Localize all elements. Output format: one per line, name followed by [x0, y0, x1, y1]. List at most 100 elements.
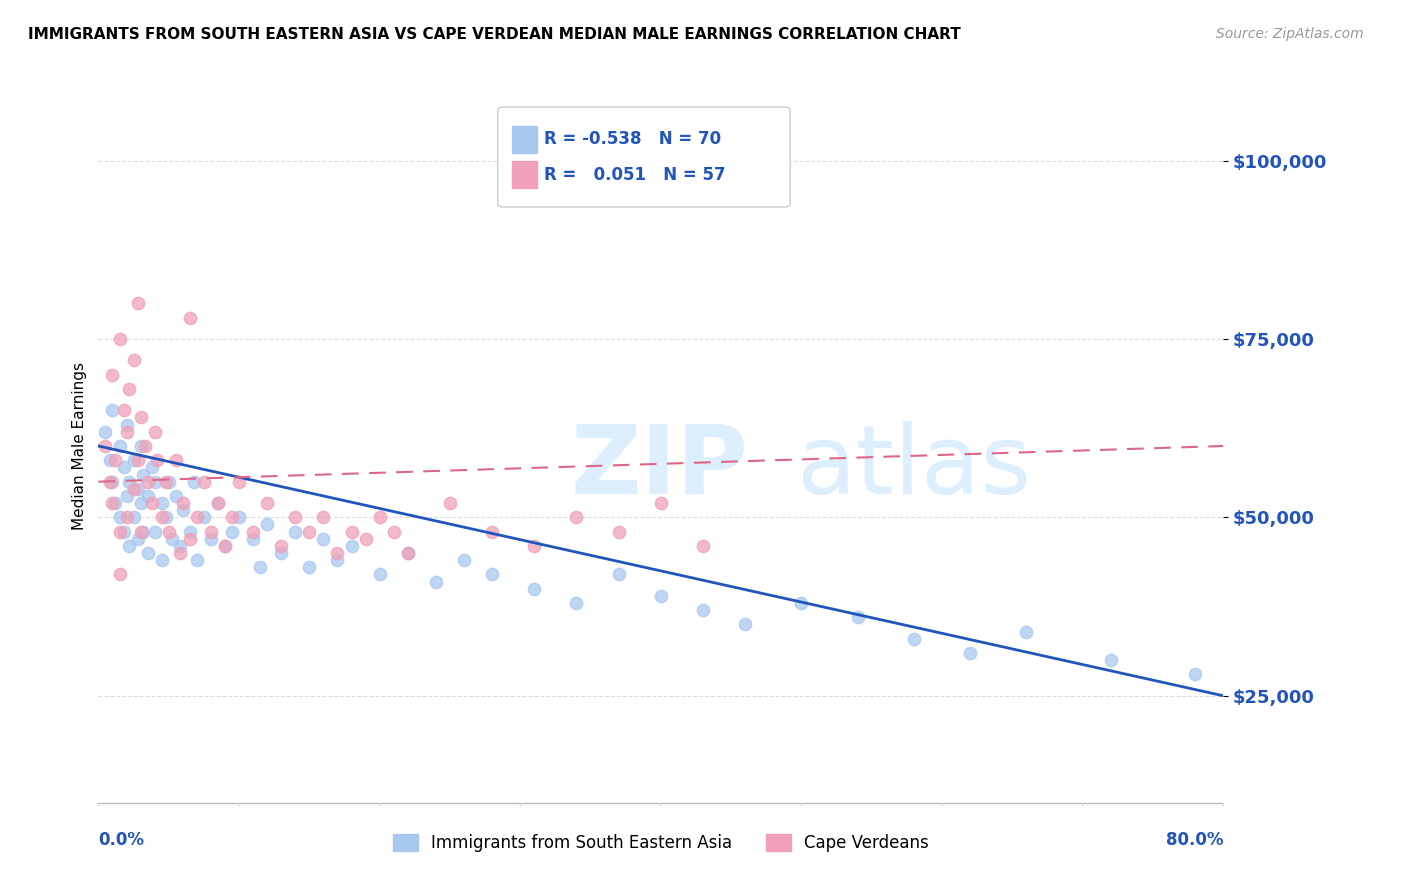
Point [127, 482, 149, 496]
Point [122, 482, 145, 496]
Point [179, 310, 201, 325]
Point [172, 503, 194, 517]
Text: ZIP: ZIP [571, 421, 749, 514]
Point [340, 539, 363, 553]
Point [221, 510, 243, 524]
Point [523, 582, 546, 596]
Point [284, 524, 307, 539]
Point [439, 496, 461, 510]
Point [98, 453, 121, 467]
Point [270, 546, 292, 560]
Point [108, 332, 131, 346]
Point [108, 524, 131, 539]
Point [312, 532, 335, 546]
Point [340, 524, 363, 539]
Point [108, 567, 131, 582]
Point [157, 475, 180, 489]
Point [354, 532, 377, 546]
Point [242, 524, 264, 539]
Point [129, 524, 152, 539]
Point [136, 546, 159, 560]
Point [108, 439, 131, 453]
Point [169, 539, 191, 553]
Point [118, 382, 141, 396]
Point [112, 460, 135, 475]
Point [249, 560, 271, 574]
Point [298, 524, 321, 539]
Point [101, 403, 124, 417]
Point [172, 496, 194, 510]
Point [193, 475, 215, 489]
Point [183, 475, 205, 489]
Point [1184, 667, 1206, 681]
Point [155, 510, 177, 524]
Point [118, 475, 141, 489]
Point [118, 539, 141, 553]
Point [228, 510, 250, 524]
Point [214, 539, 236, 553]
Point [396, 546, 419, 560]
Point [132, 524, 155, 539]
Point [186, 510, 208, 524]
Point [326, 553, 349, 567]
Point [214, 539, 236, 553]
Point [150, 496, 173, 510]
Point [242, 532, 264, 546]
Point [481, 567, 503, 582]
Y-axis label: Median Male Earnings: Median Male Earnings [72, 362, 87, 530]
Point [179, 524, 201, 539]
Point [256, 496, 278, 510]
Point [368, 510, 391, 524]
Point [453, 553, 475, 567]
Point [186, 553, 208, 567]
Point [903, 632, 925, 646]
Point [228, 475, 250, 489]
Point [136, 475, 159, 489]
Point [396, 546, 419, 560]
Point [143, 425, 166, 439]
Point [959, 646, 981, 660]
Point [368, 567, 391, 582]
Point [150, 510, 173, 524]
Point [129, 410, 152, 425]
Point [692, 603, 714, 617]
Point [270, 539, 292, 553]
Point [108, 510, 131, 524]
Point [425, 574, 447, 589]
Text: R = -0.538   N = 70: R = -0.538 N = 70 [544, 130, 721, 148]
Point [146, 453, 169, 467]
Point [692, 539, 714, 553]
Point [150, 553, 173, 567]
Text: R =   0.051   N = 57: R = 0.051 N = 57 [544, 166, 725, 184]
Point [115, 425, 138, 439]
Point [193, 510, 215, 524]
Point [523, 539, 546, 553]
Point [115, 417, 138, 432]
Point [115, 489, 138, 503]
Point [115, 510, 138, 524]
Point [104, 496, 127, 510]
Point [132, 467, 155, 482]
Point [129, 439, 152, 453]
Point [98, 475, 121, 489]
Point [200, 532, 222, 546]
Bar [512, 161, 537, 188]
Point [134, 439, 156, 453]
Point [94, 425, 117, 439]
Point [846, 610, 869, 624]
Point [122, 353, 145, 368]
Point [165, 489, 187, 503]
Point [169, 546, 191, 560]
Point [481, 524, 503, 539]
Point [136, 489, 159, 503]
Point [207, 496, 229, 510]
Point [127, 453, 149, 467]
Point [790, 596, 813, 610]
Point [326, 546, 349, 560]
Point [165, 453, 187, 467]
Point [179, 532, 201, 546]
Point [565, 596, 588, 610]
Point [1099, 653, 1122, 667]
Point [607, 524, 630, 539]
Point [734, 617, 756, 632]
